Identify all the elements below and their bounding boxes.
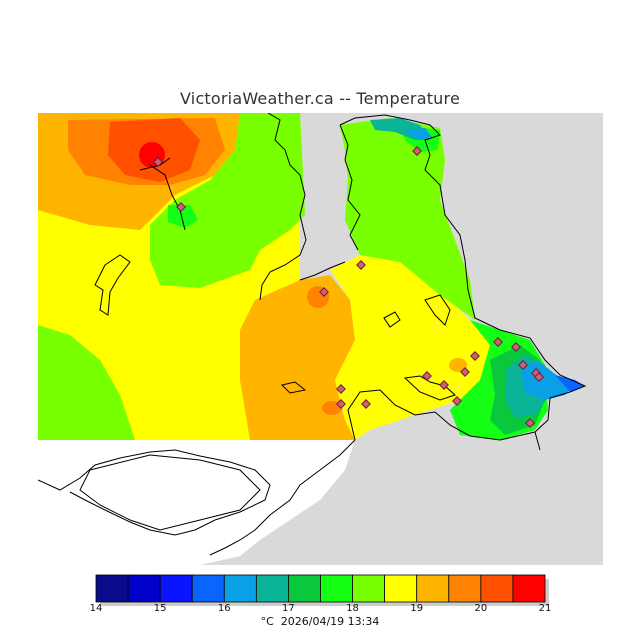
station-marker — [412, 146, 422, 156]
legend-swatch — [127, 574, 161, 603]
legend-tick-label: 20 — [474, 603, 488, 614]
station-marker — [361, 399, 371, 409]
legend-swatch — [384, 574, 418, 603]
station-marker — [336, 399, 346, 409]
map-title: VictoriaWeather.ca -- Temperature — [180, 89, 460, 108]
legend-swatch — [288, 574, 321, 603]
station-marker — [493, 337, 503, 347]
legend-swatch — [352, 574, 386, 603]
unit-label: °C — [260, 615, 274, 628]
timestamp-line: °C 2026/04/19 13:34 — [0, 615, 640, 628]
station-marker — [422, 371, 432, 381]
legend-tick-label: 18 — [346, 603, 359, 614]
station-marker — [534, 372, 544, 382]
timestamp-value: 2026/04/19 13:34 — [280, 615, 380, 628]
legend-tick-label: 16 — [217, 603, 231, 614]
legend-swatch — [255, 574, 289, 603]
legend-swatch — [320, 574, 353, 603]
weather-station-markers — [153, 146, 544, 428]
legend-tick-label: 19 — [410, 603, 424, 614]
station-marker — [452, 396, 462, 406]
station-marker — [153, 157, 163, 167]
station-marker — [319, 287, 329, 297]
station-marker — [511, 342, 521, 352]
legend-swatch — [95, 574, 129, 603]
legend-swatch — [512, 574, 546, 603]
legend-swatch — [159, 574, 193, 603]
contour-lightgreen-east — [340, 118, 475, 320]
legend-swatch — [448, 574, 482, 603]
station-marker — [439, 380, 449, 390]
coastline — [38, 113, 587, 556]
legend-swatch — [416, 574, 450, 603]
legend-tick-label: 17 — [282, 603, 295, 614]
station-marker — [460, 367, 470, 377]
legend-swatch — [480, 574, 514, 603]
station-marker — [356, 260, 366, 270]
station-marker — [176, 202, 186, 212]
station-marker — [518, 360, 528, 370]
contour-lightgreen-north — [150, 113, 305, 288]
contour-orange-center — [240, 275, 355, 440]
legend-tick-label: 21 — [538, 603, 552, 614]
station-marker — [336, 384, 346, 394]
legend-swatch — [223, 574, 257, 603]
legend-swatch — [191, 574, 225, 603]
legend-tick-label: 15 — [153, 603, 167, 614]
contour-lightgreen-sw — [38, 325, 135, 440]
station-marker — [525, 418, 535, 428]
legend-tick-label: 14 — [89, 603, 103, 614]
station-marker — [470, 351, 480, 361]
